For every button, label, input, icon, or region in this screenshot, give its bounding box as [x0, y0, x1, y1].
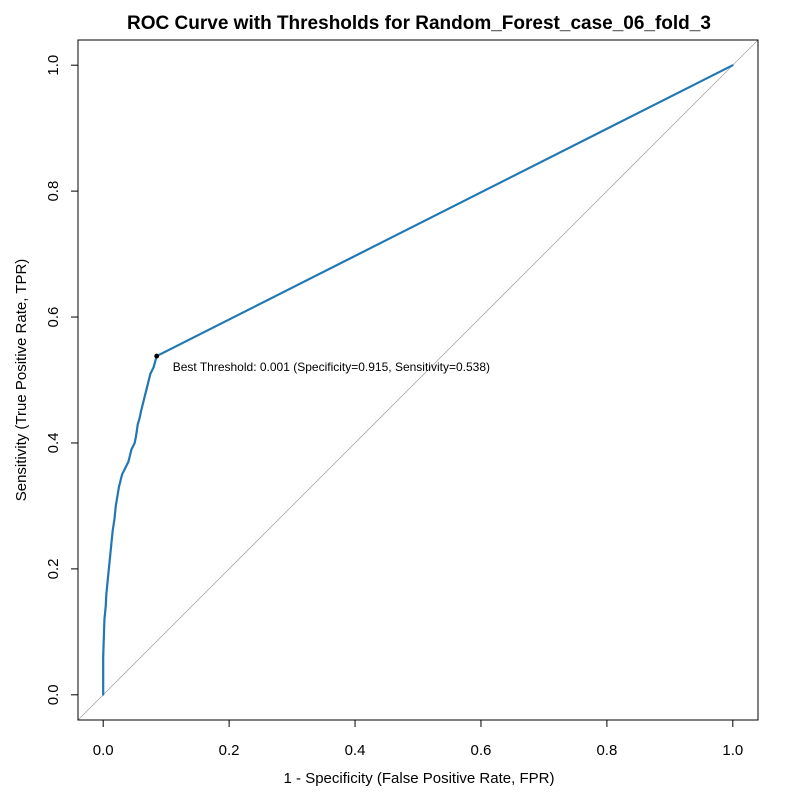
x-tick-label: 1.0 — [722, 742, 743, 759]
roc-curve-point — [114, 505, 117, 507]
y-tick-label: 1.0 — [45, 55, 62, 76]
roc-curve-point — [102, 693, 105, 696]
plot-area: Best Threshold: 0.001 (Specificity=0.915… — [77, 39, 759, 721]
roc-curve-point — [143, 397, 146, 400]
roc-curve-point — [109, 549, 112, 551]
x-tick-label: 0.6 — [471, 742, 492, 759]
y-tick-label: 0.6 — [45, 307, 62, 328]
y-tick-label: 0.2 — [45, 558, 62, 579]
x-tick-label: 0.8 — [596, 742, 617, 759]
roc-curve-point — [121, 473, 123, 476]
x-tick-label: 0.0 — [93, 742, 114, 759]
y-tick-label: 0.8 — [45, 181, 62, 202]
roc-curve-point — [149, 372, 152, 375]
best-threshold-annotation: Best Threshold: 0.001 (Specificity=0.915… — [173, 360, 490, 374]
roc-curve-point — [135, 435, 137, 438]
roc-curve-point — [133, 442, 136, 444]
y-axis: 0.0 0.2 0.4 0.6 0.8 1.0 — [45, 55, 79, 705]
roc-curve-point — [731, 64, 734, 67]
x-tick-label: 0.4 — [345, 742, 366, 759]
roc-curve-point — [146, 385, 149, 388]
roc-curve-point — [102, 656, 105, 658]
y-tick-label: 0.4 — [45, 433, 62, 454]
roc-curve-point — [130, 448, 133, 451]
roc-curve-point — [104, 605, 107, 608]
roc-curve-point — [108, 561, 111, 564]
diagonal-reference-line — [77, 39, 759, 721]
roc-curve-point — [103, 618, 106, 621]
best-threshold-point — [154, 353, 160, 359]
x-axis-label: 1 - Specificity (False Positive Rate, FP… — [284, 770, 555, 787]
x-axis: 0.0 0.2 0.4 0.6 0.8 1.0 — [93, 719, 743, 759]
roc-curve-point — [113, 517, 116, 520]
roc-curve-point — [127, 460, 130, 463]
x-tick-label: 0.2 — [219, 742, 240, 759]
roc-curve-point — [140, 410, 142, 413]
roc-curve-point — [118, 486, 120, 488]
roc-curve-point — [138, 416, 141, 419]
roc-curve-point — [136, 423, 139, 425]
roc-curve-point — [107, 574, 110, 577]
y-tick-label: 0.0 — [45, 684, 62, 705]
roc-curve-point — [111, 530, 114, 533]
roc-curve-point — [152, 366, 155, 369]
y-axis-label: Sensitivity (True Positive Rate, TPR) — [13, 259, 30, 502]
roc-curve-point — [124, 467, 127, 470]
chart-title: ROC Curve with Thresholds for Random_For… — [127, 13, 711, 34]
roc-curve-point — [105, 593, 108, 595]
